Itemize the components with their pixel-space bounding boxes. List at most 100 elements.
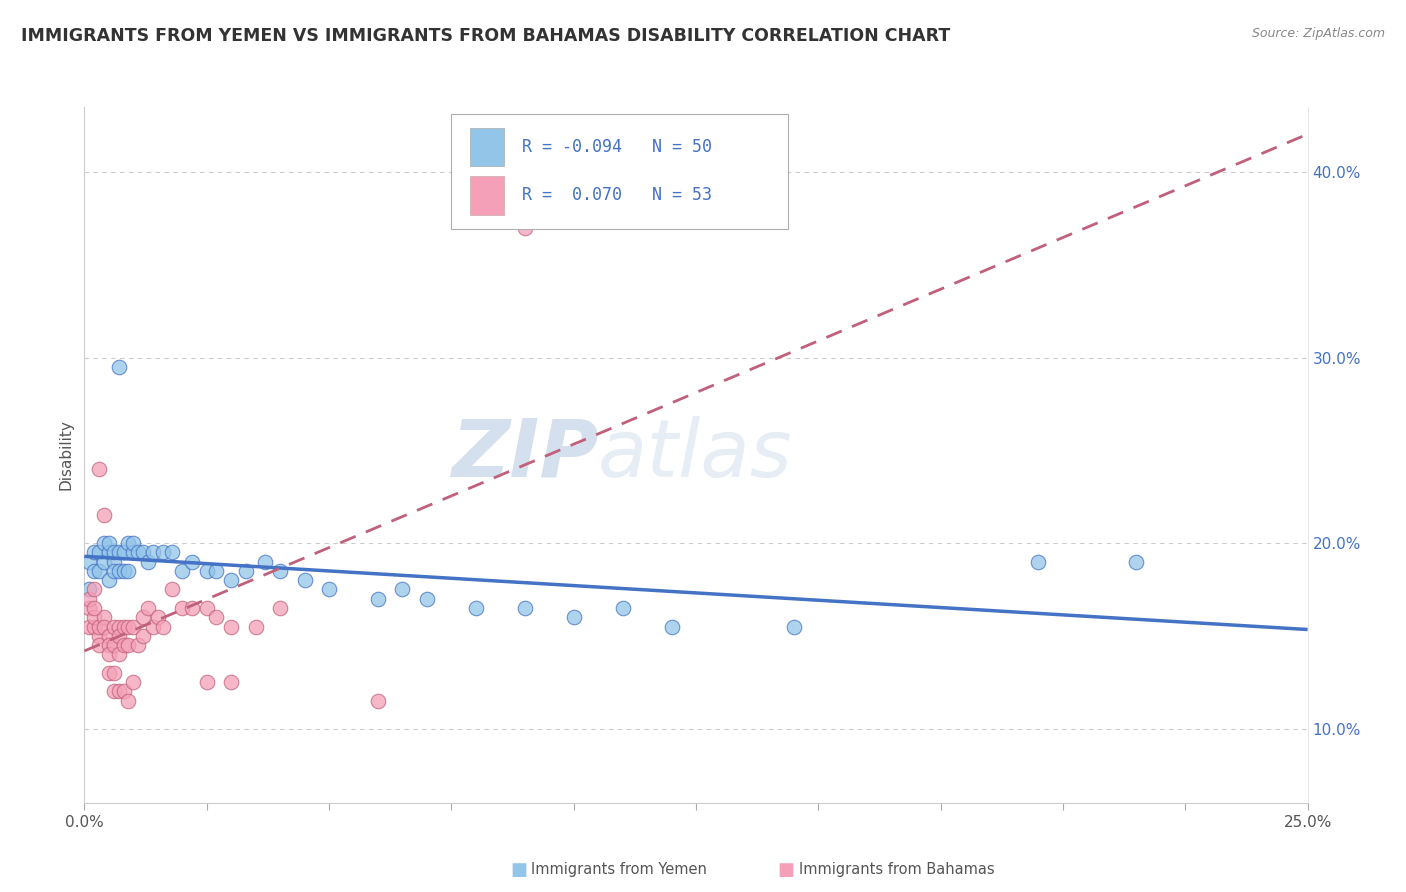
Point bbox=[93, 508, 115, 523]
Point bbox=[269, 564, 291, 578]
Point bbox=[391, 582, 413, 597]
Point bbox=[117, 638, 139, 652]
Point bbox=[103, 665, 125, 680]
Point bbox=[612, 601, 634, 615]
Point bbox=[87, 629, 110, 643]
Point bbox=[97, 638, 120, 652]
Y-axis label: Disability: Disability bbox=[58, 419, 73, 491]
Point bbox=[107, 684, 129, 698]
Point bbox=[132, 610, 155, 624]
Point bbox=[93, 536, 115, 550]
Point bbox=[112, 564, 135, 578]
Point bbox=[87, 638, 110, 652]
Point bbox=[136, 555, 159, 569]
Point bbox=[152, 545, 174, 559]
Point bbox=[127, 638, 149, 652]
Point bbox=[117, 564, 139, 578]
Point bbox=[513, 220, 536, 235]
Text: IMMIGRANTS FROM YEMEN VS IMMIGRANTS FROM BAHAMAS DISABILITY CORRELATION CHART: IMMIGRANTS FROM YEMEN VS IMMIGRANTS FROM… bbox=[21, 27, 950, 45]
Point bbox=[103, 555, 125, 569]
Point bbox=[513, 601, 536, 615]
Point bbox=[93, 610, 115, 624]
Point bbox=[245, 619, 267, 633]
Point bbox=[107, 564, 129, 578]
Point bbox=[219, 675, 242, 690]
Point bbox=[132, 629, 155, 643]
Point bbox=[107, 648, 129, 662]
Point bbox=[152, 619, 174, 633]
Text: ■: ■ bbox=[778, 861, 794, 879]
Point bbox=[254, 555, 277, 569]
Point bbox=[142, 545, 165, 559]
Point bbox=[269, 601, 291, 615]
Point bbox=[107, 359, 129, 374]
Point bbox=[1028, 555, 1050, 569]
Bar bbox=[470, 177, 503, 215]
Point bbox=[97, 665, 120, 680]
Point bbox=[97, 629, 120, 643]
Point bbox=[367, 694, 389, 708]
Point bbox=[83, 545, 105, 559]
Point bbox=[103, 564, 125, 578]
Point bbox=[416, 591, 439, 606]
Point bbox=[195, 601, 218, 615]
Point bbox=[103, 638, 125, 652]
Point bbox=[77, 619, 100, 633]
Point bbox=[77, 591, 100, 606]
Point bbox=[97, 573, 120, 587]
Point bbox=[83, 601, 105, 615]
Point bbox=[97, 648, 120, 662]
Point bbox=[112, 619, 135, 633]
Point bbox=[205, 564, 228, 578]
Point bbox=[122, 619, 145, 633]
Point bbox=[172, 564, 194, 578]
Point bbox=[783, 619, 806, 633]
Point bbox=[172, 601, 194, 615]
Point bbox=[195, 675, 218, 690]
Point bbox=[661, 619, 683, 633]
Point bbox=[87, 619, 110, 633]
Point bbox=[318, 582, 340, 597]
Point bbox=[205, 610, 228, 624]
Point bbox=[103, 619, 125, 633]
Point bbox=[122, 675, 145, 690]
Point bbox=[103, 545, 125, 559]
Point bbox=[162, 582, 184, 597]
Text: Source: ZipAtlas.com: Source: ZipAtlas.com bbox=[1251, 27, 1385, 40]
Point bbox=[181, 555, 204, 569]
Point bbox=[464, 601, 486, 615]
Point bbox=[97, 545, 120, 559]
Point bbox=[219, 619, 242, 633]
Bar bbox=[470, 128, 503, 166]
Point bbox=[132, 545, 155, 559]
Point bbox=[107, 619, 129, 633]
Text: Immigrants from Bahamas: Immigrants from Bahamas bbox=[799, 863, 994, 877]
Point bbox=[107, 629, 129, 643]
Point bbox=[97, 536, 120, 550]
Point bbox=[294, 573, 316, 587]
Point bbox=[219, 573, 242, 587]
Point bbox=[162, 545, 184, 559]
FancyBboxPatch shape bbox=[451, 114, 787, 229]
Point bbox=[77, 555, 100, 569]
Point bbox=[87, 545, 110, 559]
Point bbox=[83, 619, 105, 633]
Text: ZIP: ZIP bbox=[451, 416, 598, 494]
Point bbox=[112, 545, 135, 559]
Text: atlas: atlas bbox=[598, 416, 793, 494]
Text: Immigrants from Yemen: Immigrants from Yemen bbox=[531, 863, 707, 877]
Text: R = -0.094   N = 50: R = -0.094 N = 50 bbox=[522, 138, 713, 156]
Text: ■: ■ bbox=[510, 861, 527, 879]
Point bbox=[87, 564, 110, 578]
Point bbox=[107, 545, 129, 559]
Point bbox=[87, 462, 110, 476]
Point bbox=[77, 582, 100, 597]
Point bbox=[117, 619, 139, 633]
Point bbox=[367, 591, 389, 606]
Point bbox=[562, 610, 585, 624]
Point bbox=[146, 610, 169, 624]
Point bbox=[136, 601, 159, 615]
Point bbox=[112, 684, 135, 698]
Point bbox=[1125, 555, 1147, 569]
Point bbox=[77, 601, 100, 615]
